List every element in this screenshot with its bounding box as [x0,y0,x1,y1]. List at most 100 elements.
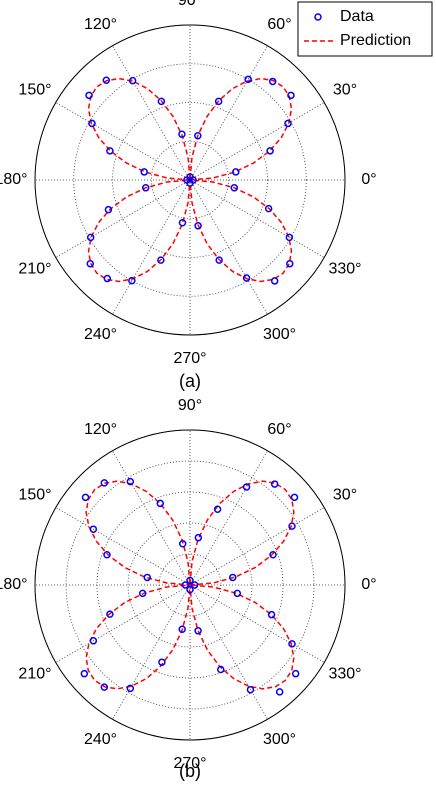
data-point [213,505,222,514]
data-point [157,97,166,106]
data-point [242,274,251,282]
data-point [270,277,279,285]
data-point [284,119,292,128]
data-point [244,75,252,84]
data-point [104,205,113,214]
data-point [190,581,199,589]
data-point [285,259,294,268]
theta-tick-label: 120° [84,16,117,33]
data-point [143,573,152,582]
polar-chart: 0° 30° 60° 90° 120° 150° 180° 210° 240° 270° 300° 3… [0,0,433,391]
data-point [291,669,300,678]
legend-label: Prediction [340,32,411,49]
data-point [85,91,93,100]
grid-spoke [55,102,191,181]
grid-spoke [55,179,191,258]
legend: Data Prediction [297,1,433,57]
data-point [246,685,255,694]
grid-spoke [189,584,268,720]
data-point [106,610,114,618]
grid-spoke [112,45,191,181]
data-point [267,610,276,619]
data-point [178,540,187,548]
legend-marker [314,13,322,21]
data-point [156,499,165,508]
data-point [287,91,295,100]
data-point [103,551,111,559]
theta-tick-label: 300° [263,326,296,343]
data-point [228,573,237,582]
data-point [186,576,194,585]
grid-ring [73,63,307,297]
data-point [268,77,277,86]
theta-tick-label: 0° [361,576,376,593]
data-point [266,147,274,155]
grid-spoke [189,102,325,181]
theta-tick-label: 120° [84,421,117,438]
legend-label: Data [340,8,374,25]
data-point [81,493,90,502]
grid-spoke [55,507,191,586]
grid-ring [127,522,253,648]
data-point [126,684,135,693]
polar-chart: 0° 30° 60° 90° 120° 150° 180° 210° 240° 270° 300° 3… [0,397,377,781]
data-point [194,222,202,230]
theta-tick-label: 60° [267,421,291,438]
theta-tick-label: 330° [328,261,361,278]
data-point [157,256,165,264]
data-point [269,551,277,559]
grid-spoke [189,584,325,663]
data-point [141,184,150,192]
theta-tick-label: 180° [0,171,28,188]
data-point [194,533,203,542]
data-point [288,522,296,530]
data-point [128,76,137,85]
data-point [178,218,187,227]
data-point [194,131,202,140]
theta-tick-label: 150° [18,487,51,504]
data-point [181,581,190,589]
data-point [80,669,89,678]
data-point [215,256,223,264]
theta-tick-label: 150° [18,82,51,99]
caption: (b) [179,761,201,781]
data-point [103,274,112,283]
data-point [126,477,135,486]
data-point [270,480,279,488]
theta-tick-label: 0° [361,171,376,188]
theta-tick-label: 330° [328,666,361,683]
theta-tick-label: 90° [178,0,202,9]
data-point [233,589,242,598]
plot-border [34,24,346,336]
grid-spoke [189,507,325,586]
data-point [158,658,166,666]
grid-spoke [189,45,268,181]
grid-spoke [189,179,268,315]
caption: (a) [179,371,201,391]
grid-ring [150,140,230,220]
data-point [89,525,98,533]
data-point [216,665,225,674]
grid-spoke [112,450,191,586]
data-point [178,130,186,138]
data-point [88,119,96,128]
data-point [100,683,109,691]
theta-tick-label: 180° [0,576,28,593]
data-point [140,168,148,176]
data-point [230,184,239,192]
data-point [186,179,194,187]
theta-tick-label: 90° [178,397,202,414]
data-point [214,97,223,106]
data-point [242,483,251,491]
data-point [232,168,240,176]
theta-tick-label: 210° [18,666,51,683]
grid-ring [112,102,268,258]
theta-tick-label: 240° [84,731,117,748]
plot-border [34,429,346,741]
theta-tick-label: 60° [267,16,291,33]
data-point [288,640,296,648]
data-point [178,625,186,634]
theta-tick-label: 30° [333,82,357,99]
grid-spoke [189,450,268,586]
